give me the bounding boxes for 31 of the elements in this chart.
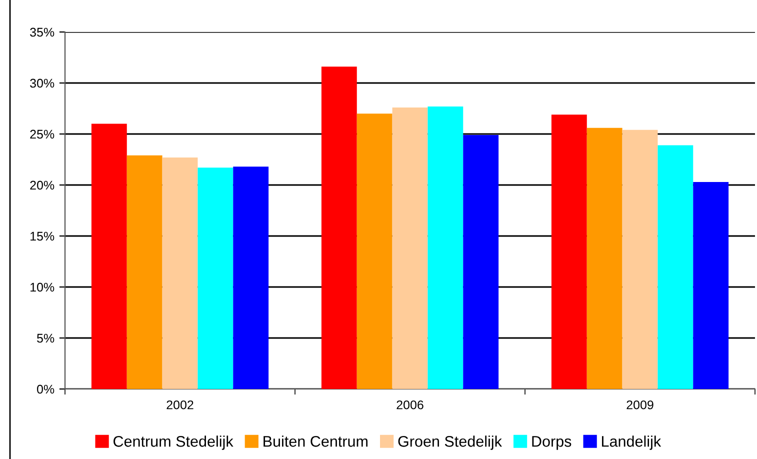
y-tick-label: 20% <box>30 180 54 190</box>
bar <box>233 166 269 389</box>
bar <box>551 114 587 389</box>
y-tick-label: 15% <box>30 232 54 241</box>
bar <box>162 157 198 389</box>
bar <box>428 106 464 389</box>
x-tick-label: 2006 <box>396 400 424 410</box>
bar <box>321 66 357 389</box>
bar <box>91 124 127 389</box>
bar <box>586 128 622 389</box>
legend-label: Buiten Centrum <box>264 436 368 447</box>
y-tick-label: 30% <box>30 78 54 88</box>
bar <box>658 145 694 389</box>
bar <box>198 168 234 389</box>
bar <box>463 135 499 389</box>
bar <box>126 155 162 389</box>
y-tick-label: 0% <box>37 384 54 394</box>
y-tick-label: 25% <box>30 130 54 139</box>
legend-label: Centrum Stedelijk <box>114 436 234 450</box>
legend-label: Landelijk <box>602 436 662 450</box>
x-tick-label: 2009 <box>626 400 654 410</box>
bar <box>622 130 658 389</box>
bar <box>693 182 729 389</box>
bar <box>356 114 392 389</box>
y-tick-label: 5% <box>37 334 54 343</box>
y-tick-label: 35% <box>30 28 54 37</box>
bar <box>392 107 428 389</box>
legend-label: Dorps <box>532 436 572 450</box>
legend-label: Groen Stedelijk <box>398 436 502 450</box>
x-tick-label: 2002 <box>166 400 194 410</box>
y-tick-label: 10% <box>30 282 54 292</box>
